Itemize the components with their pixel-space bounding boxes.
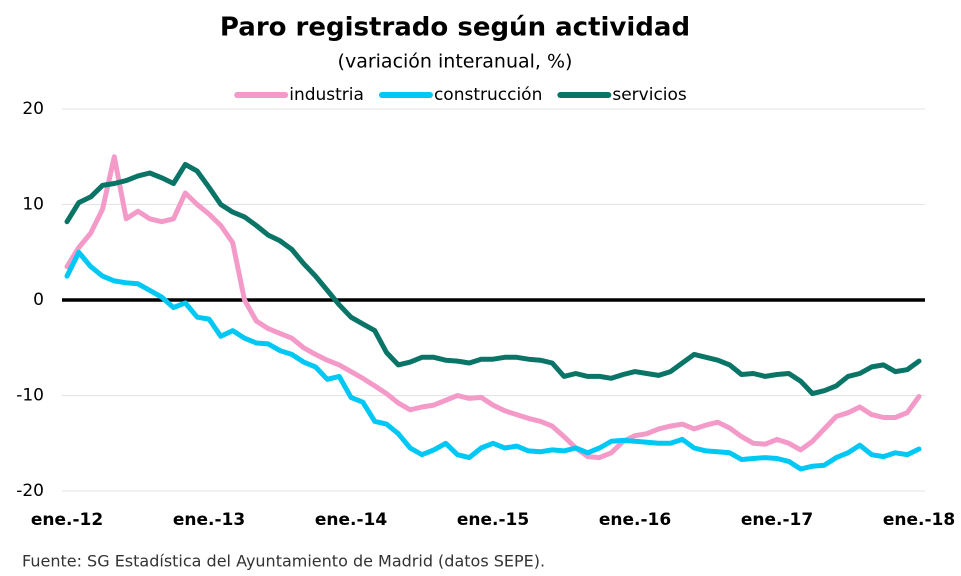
x-tick-label: ene.-16: [599, 510, 671, 530]
y-tick-label: 20: [22, 99, 44, 119]
legend-label: industria: [289, 85, 364, 105]
x-tick-label: ene.-13: [173, 510, 245, 530]
series-line: [64, 154, 922, 461]
series-line: [64, 249, 922, 472]
chart-subtitle: (variación interanual, %): [338, 51, 573, 73]
y-tick-label: -10: [16, 386, 44, 406]
legend-item: servicios: [557, 85, 687, 105]
y-tick-label: 10: [22, 195, 44, 215]
source-note: Fuente: SG Estadística del Ayuntamiento …: [22, 552, 545, 571]
x-tick-label: ene.-17: [741, 510, 813, 530]
x-tick-label: ene.-18: [883, 510, 955, 530]
legend-item: construcción: [378, 85, 542, 105]
legend-label: construcción: [434, 85, 542, 105]
series-line: [64, 161, 922, 397]
y-tick-label: 0: [33, 290, 44, 310]
legend-label: servicios: [612, 85, 687, 105]
legend-item: industria: [234, 85, 364, 105]
x-tick-label: ene.-14: [315, 510, 388, 530]
x-tick-label: ene.-12: [31, 510, 103, 530]
y-tick-label: -20: [16, 481, 44, 501]
legend: industria construcción servicios: [234, 85, 687, 105]
plot-area: [62, 154, 925, 472]
x-tick-label: ene.-15: [457, 510, 529, 530]
chart-title: Paro registrado según actividad: [220, 13, 690, 43]
